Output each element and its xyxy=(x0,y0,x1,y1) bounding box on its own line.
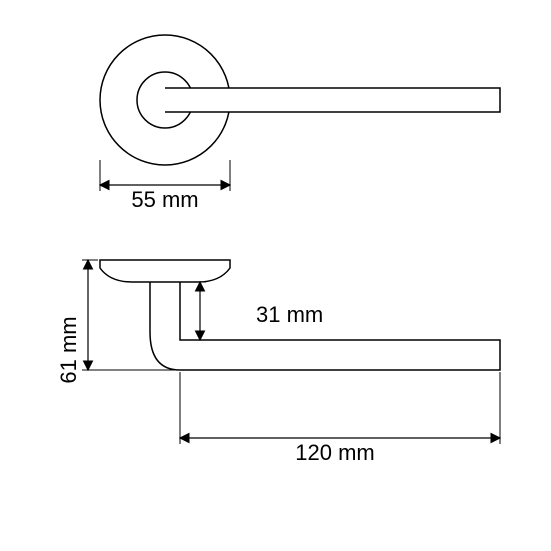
top-view xyxy=(100,35,500,165)
rose-side-outline xyxy=(100,260,230,282)
dimension-annotations: 55 mm 61 mm 31 mm 120 mm xyxy=(56,160,500,465)
handle-top-outline xyxy=(165,88,500,112)
dim-label-120: 120 mm xyxy=(295,440,374,465)
dim-label-61: 61 mm xyxy=(56,316,81,383)
technical-drawing: 55 mm 61 mm 31 mm 120 mm xyxy=(0,0,551,551)
dim-label-55: 55 mm xyxy=(131,187,198,212)
handle-side-outline xyxy=(150,282,500,370)
dim-label-31: 31 mm xyxy=(256,302,323,327)
